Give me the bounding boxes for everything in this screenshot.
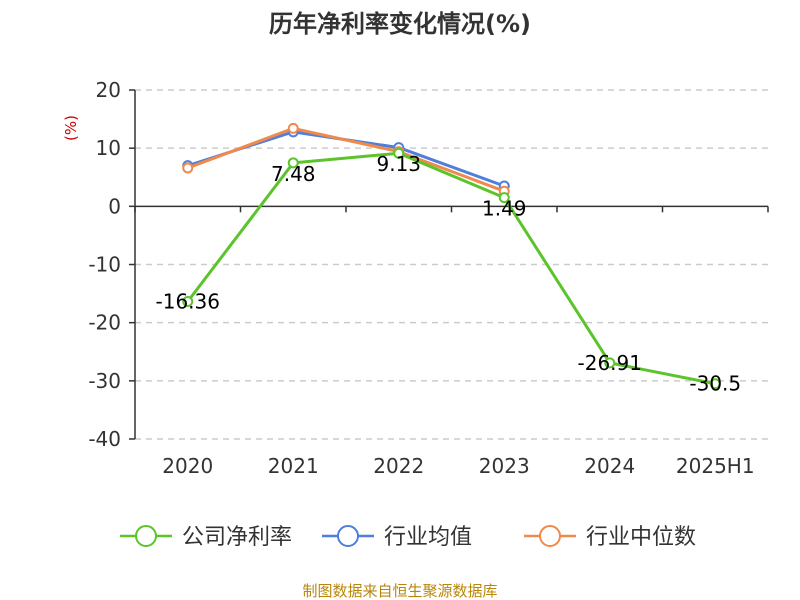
- legend-marker-circle: [539, 525, 561, 547]
- x-tick-label: 2022: [373, 454, 424, 478]
- y-axis-unit-label: (%): [62, 115, 80, 141]
- x-tick-label: 2025H1: [676, 454, 755, 478]
- series-line-0: [186, 151, 716, 386]
- data-point-0: [498, 192, 510, 204]
- x-tick-label: 2021: [268, 454, 319, 478]
- series-lines: [182, 122, 721, 390]
- y-tick-label: -30: [88, 369, 121, 393]
- source-note: 制图数据来自恒生聚源数据库: [302, 582, 497, 600]
- data-point-2: [182, 162, 194, 174]
- grid-lines: [135, 89, 768, 440]
- y-tick-label: 0: [108, 194, 121, 218]
- axes: 20 10 0 -10 -20 -30 -40 2020 2021 2022 2023 2024 202…: [88, 78, 769, 478]
- series-line-2: [187, 126, 505, 193]
- x-tick-label: 2020: [162, 454, 213, 478]
- legend-label: 行业中位数: [586, 525, 696, 550]
- data-point-0: [287, 157, 299, 169]
- y-tick-label: -20: [88, 311, 121, 335]
- y-tick-label: -40: [88, 427, 121, 451]
- x-tick-label: 2024: [584, 454, 635, 478]
- data-point-0: [709, 378, 721, 390]
- chart-title: 历年净利率变化情况(%): [269, 10, 531, 38]
- data-label: -26.91: [578, 351, 642, 375]
- y-tick-label: 10: [96, 136, 121, 160]
- legend-label: 行业均值: [384, 525, 472, 550]
- y-tick-label: -10: [88, 253, 121, 277]
- data-label: 7.48: [271, 162, 316, 186]
- data-label: -16.36: [156, 289, 220, 313]
- legend-marker-circle: [135, 525, 157, 547]
- data-point-0: [604, 357, 616, 369]
- legend-label: 公司净利率: [182, 525, 292, 550]
- data-label: 1.49: [482, 197, 527, 221]
- data-label: 9.13: [376, 152, 421, 176]
- y-tick-label: 20: [96, 78, 121, 102]
- data-label: -30.5: [689, 372, 741, 396]
- data-point-2: [287, 122, 299, 134]
- data-point-0: [182, 295, 194, 307]
- data-labels: -16.36 7.48 9.13 1.49 -26.91 -30.5: [156, 152, 742, 396]
- x-tick-label: 2023: [479, 454, 530, 478]
- legend: 公司净利率 行业均值 行业中位数: [120, 525, 696, 550]
- data-point-0: [393, 147, 405, 159]
- legend-marker-circle: [337, 525, 359, 547]
